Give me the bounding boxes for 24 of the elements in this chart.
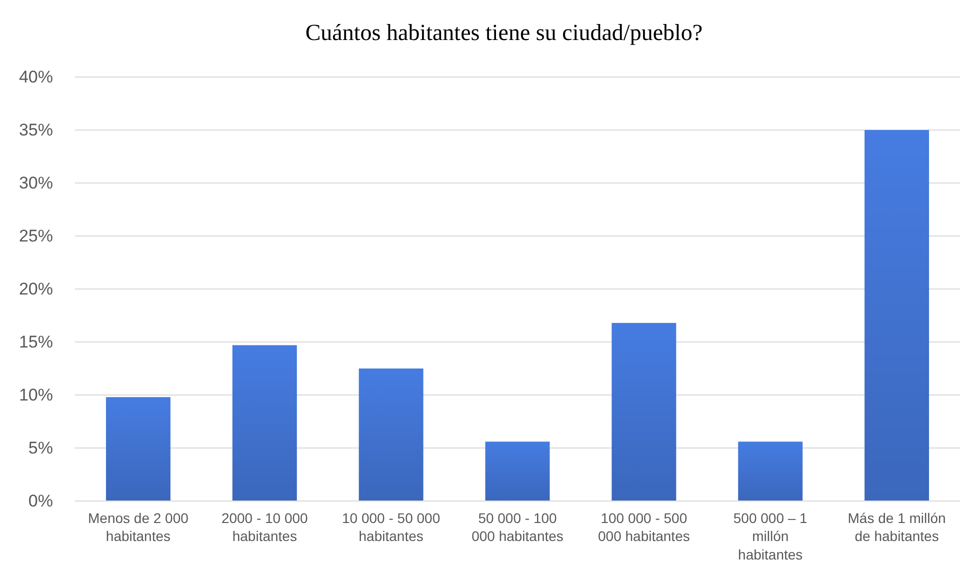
x-tick-label: 2000 - 10 000 habitantes	[221, 510, 308, 544]
bar	[232, 345, 297, 501]
bar	[612, 322, 676, 501]
bar	[738, 442, 803, 501]
chart-title: Cuántos habitantes tiene su ciudad/pueblo?	[305, 20, 703, 45]
y-tick-label: 0%	[28, 491, 53, 510]
y-tick-label: 15%	[18, 332, 53, 352]
y-tick-label: 30%	[18, 173, 53, 192]
bar	[485, 442, 550, 501]
bar	[864, 130, 930, 501]
bar	[106, 397, 170, 501]
x-tick-label: Más de 1 millón de habitantes	[848, 510, 946, 544]
x-tick-label: 50 000 - 100 000 habitantes	[472, 510, 564, 544]
y-tick-label: 25%	[18, 226, 53, 246]
bar	[358, 368, 424, 501]
x-tick-label: Menos de 2 000 habitantes	[88, 510, 189, 544]
y-tick-label: 35%	[18, 120, 53, 140]
x-tick-label: 500 000 – 1 millón habitantes	[733, 510, 808, 562]
y-tick-label: 20%	[18, 279, 53, 298]
y-tick-label: 5%	[28, 438, 53, 458]
x-tick-label: 100 000 - 500 000 habitantes	[598, 510, 690, 544]
y-tick-label: 10%	[18, 385, 53, 404]
y-tick-label: 40%	[18, 67, 53, 86]
x-tick-label: 10 000 - 50 000 habitantes	[342, 510, 440, 544]
